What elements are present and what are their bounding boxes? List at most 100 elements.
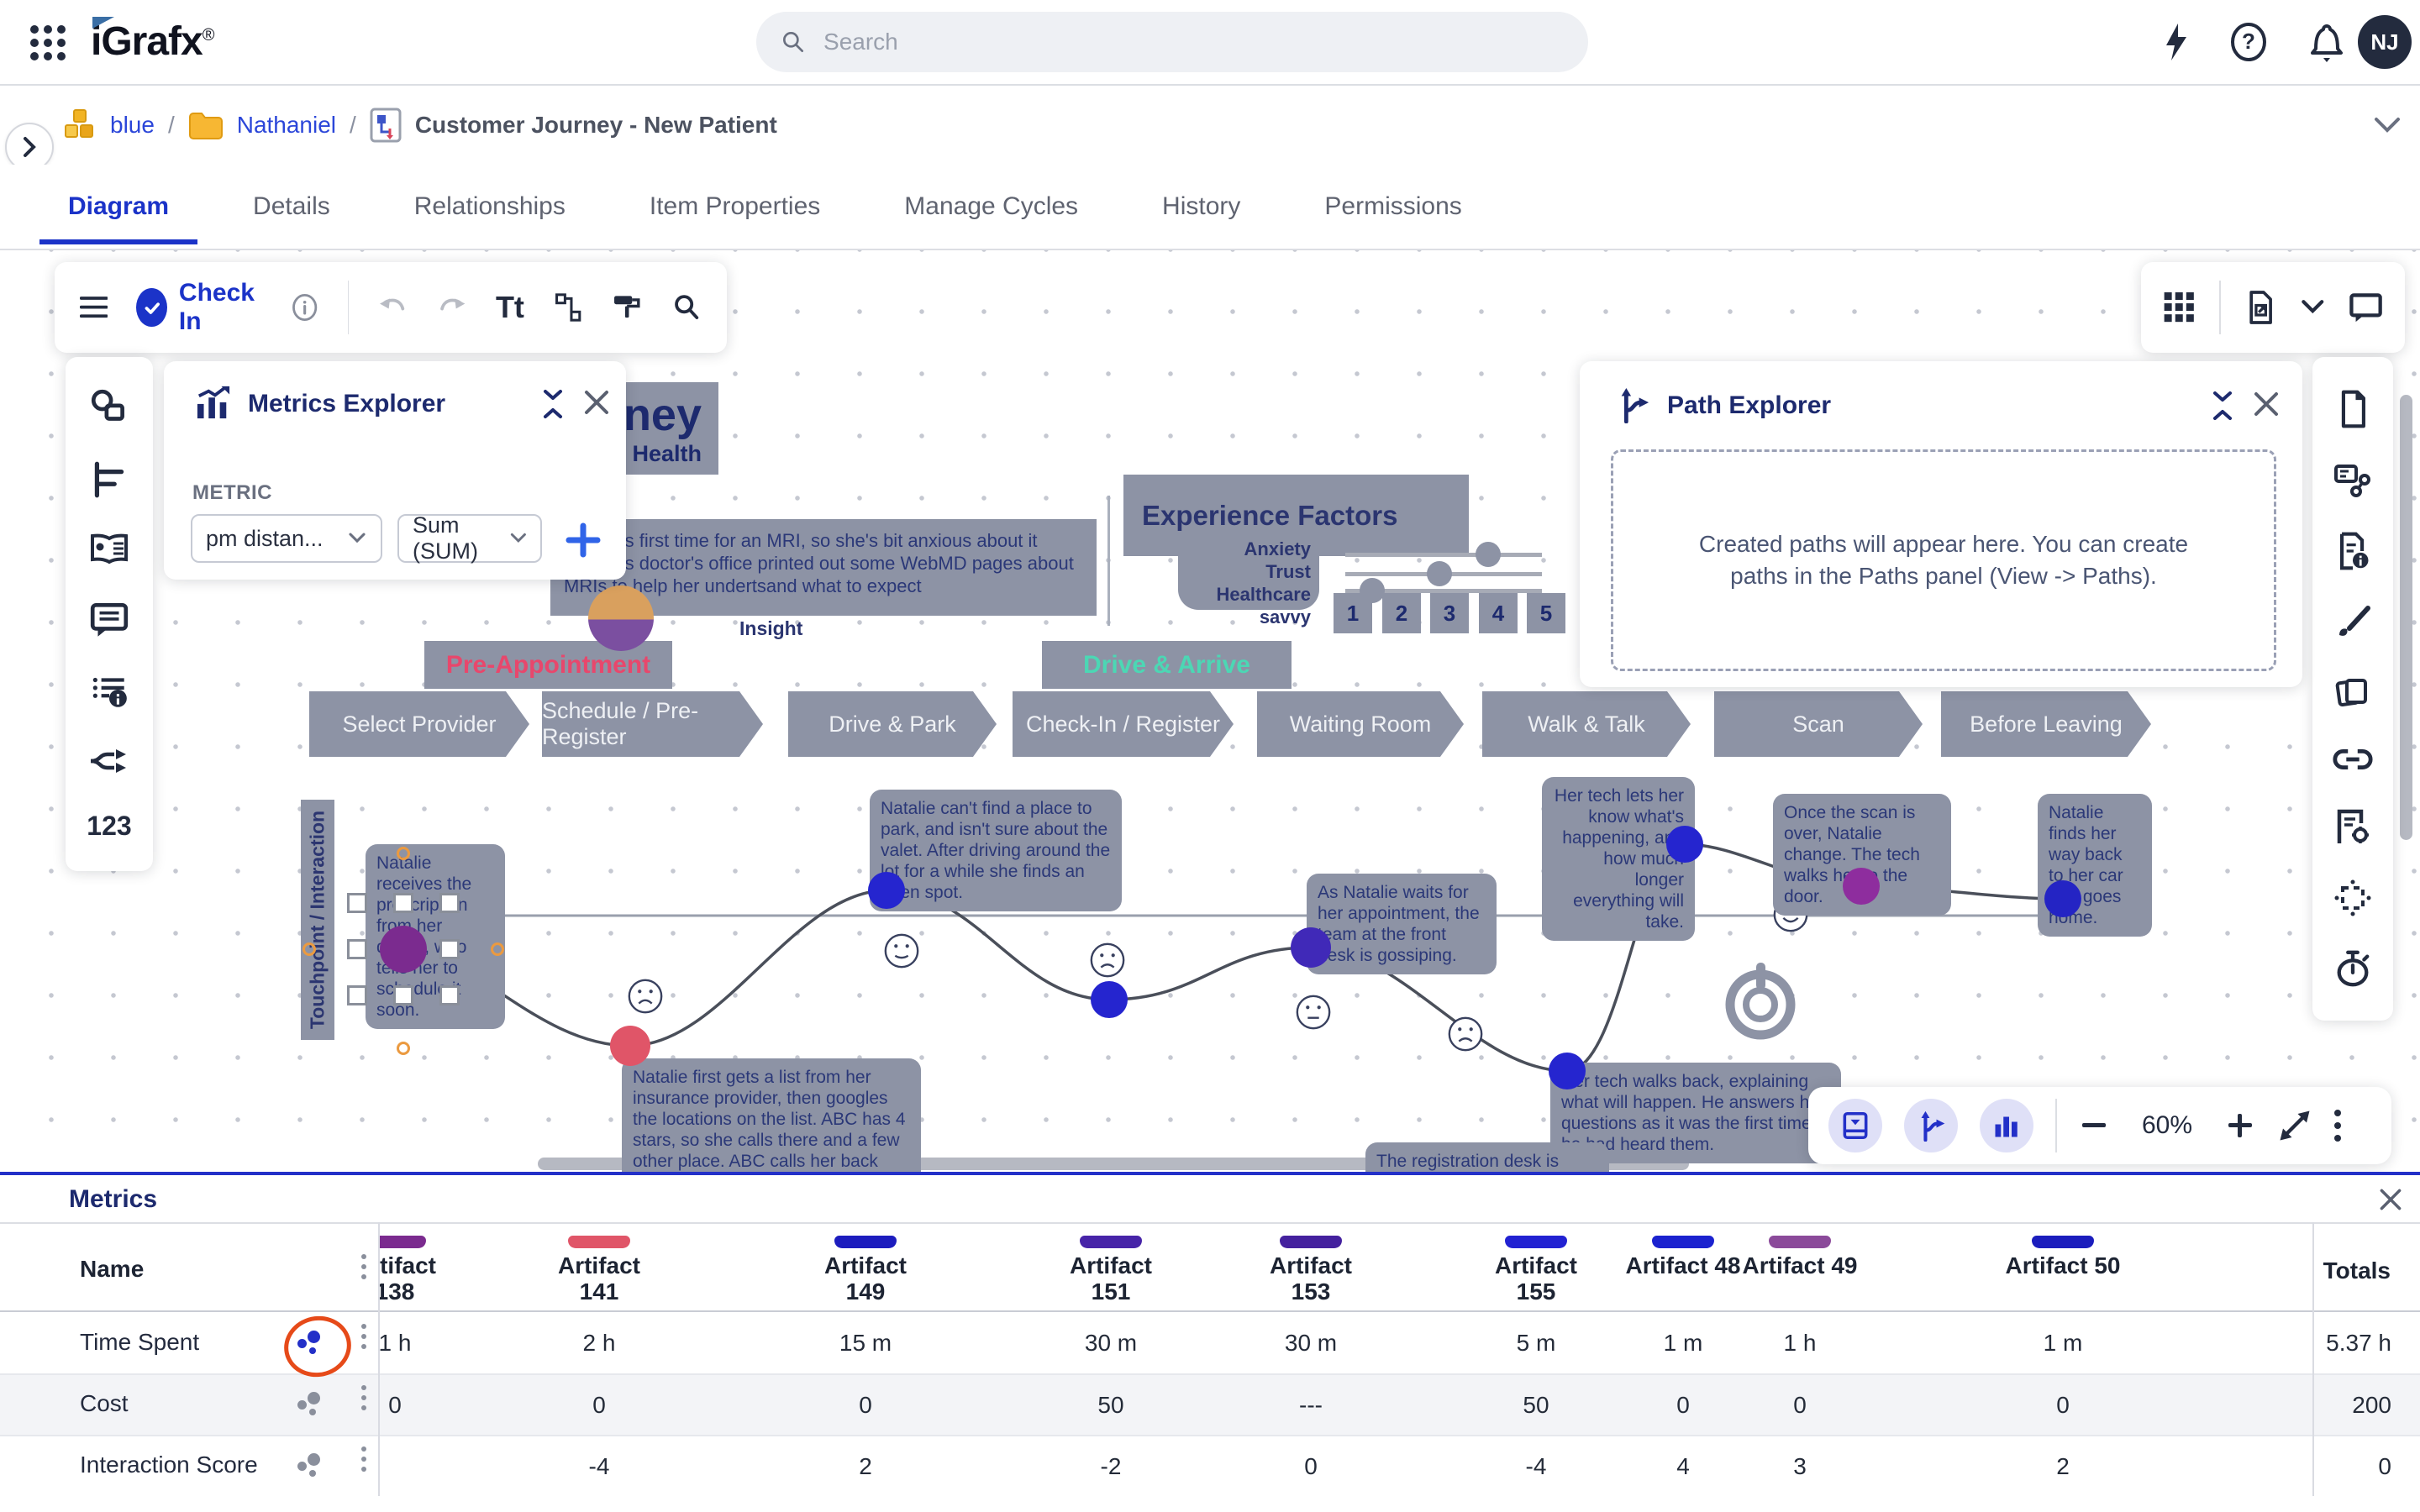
link-icon[interactable]	[2332, 743, 2374, 776]
annotation[interactable]: As Natalie waits for her appointment, th…	[1307, 874, 1497, 974]
file-info-icon[interactable]	[2333, 531, 2373, 571]
stage-before-leaving[interactable]: Before Leaving	[1941, 691, 2151, 757]
stage-drive-park[interactable]: Drive & Park	[788, 691, 997, 757]
connector-tool-icon[interactable]	[553, 287, 583, 328]
metric-map-icon[interactable]	[296, 1452, 324, 1480]
align-left-icon[interactable]	[88, 459, 130, 501]
column-header[interactable]: Artifact 155	[1494, 1252, 1577, 1305]
breadcrumb-project[interactable]: blue	[110, 112, 155, 138]
list-info-icon[interactable]	[88, 669, 130, 711]
fit-to-screen-icon[interactable]	[2277, 1108, 2312, 1143]
avatar[interactable]: NJ	[2358, 15, 2412, 69]
format-painter-icon[interactable]	[612, 287, 642, 328]
brush-icon[interactable]	[2333, 601, 2373, 642]
close-icon[interactable]	[2252, 390, 2281, 418]
connector-anchor[interactable]	[397, 847, 410, 860]
metric-name[interactable]: Interaction Score	[80, 1452, 258, 1478]
info-icon[interactable]	[291, 289, 318, 326]
metric-map-icon[interactable]	[296, 1329, 324, 1357]
selection-handle[interactable]	[347, 939, 367, 959]
column-header[interactable]: Artifact 149	[823, 1252, 907, 1305]
journey-point[interactable]	[1091, 981, 1128, 1018]
selection-handle[interactable]	[347, 893, 367, 913]
annotation[interactable]: Natalie can't find a place to park, and …	[870, 790, 1122, 911]
breadcrumb-folder[interactable]: Nathaniel	[236, 112, 337, 138]
collapse-panel-icon[interactable]	[539, 388, 567, 420]
slider-knob-anxiety[interactable]	[1476, 542, 1501, 567]
chevron-down-icon[interactable]	[2301, 298, 2325, 317]
grid-view-icon[interactable]	[2163, 289, 2196, 326]
selection-handle[interactable]	[393, 893, 413, 913]
stage-walk-talk[interactable]: Walk & Talk	[1482, 691, 1691, 757]
storyboard-icon[interactable]	[87, 530, 131, 570]
phase-drive-arrive[interactable]: Drive & Arrive	[1042, 641, 1292, 689]
column-header[interactable]: Artifact 151	[1069, 1252, 1152, 1305]
search-diagram-icon[interactable]	[671, 287, 702, 328]
row-menu-icon[interactable]	[361, 1324, 366, 1349]
igrafx-logo[interactable]: iGrafx®	[91, 17, 214, 65]
connector-anchor[interactable]	[397, 1042, 410, 1055]
tab-diagram[interactable]: Diagram	[39, 169, 198, 244]
selection-handle[interactable]	[393, 985, 413, 1005]
selection-handle[interactable]	[347, 985, 367, 1005]
metric-dropdown[interactable]: pm distan...	[191, 514, 382, 563]
persona-note[interactable]: Natalie's first time for an MRI, so she'…	[550, 519, 1097, 616]
comment-tool-icon[interactable]	[88, 600, 130, 640]
check-in-button[interactable]: Check In	[136, 279, 262, 336]
journey-point-selected[interactable]	[380, 926, 427, 973]
selection-handle[interactable]	[439, 985, 460, 1005]
tab-history[interactable]: History	[1162, 192, 1241, 220]
add-metric-icon[interactable]	[566, 522, 601, 558]
name-header-menu-icon[interactable]	[361, 1254, 366, 1279]
power-touchpoint-icon[interactable]	[1720, 961, 1801, 1042]
journey-point[interactable]	[1843, 868, 1880, 905]
file-icon[interactable]	[2333, 389, 2372, 429]
paths-tool-icon[interactable]	[87, 741, 131, 781]
annotation[interactable]: Natalie finds her way back to her car an…	[2038, 794, 2152, 937]
help-icon[interactable]: ?	[2228, 22, 2269, 62]
tab-details[interactable]: Details	[253, 192, 330, 220]
stage-waiting-room[interactable]: Waiting Room	[1257, 691, 1464, 757]
tab-item-properties[interactable]: Item Properties	[649, 192, 821, 220]
slider-healthcare[interactable]	[1345, 589, 1542, 593]
vertical-scrollbar[interactable]	[2400, 395, 2412, 840]
annotation[interactable]: Natalie first gets a list from her insur…	[622, 1058, 921, 1172]
journey-point[interactable]	[868, 872, 905, 909]
notifications-icon[interactable]	[2306, 20, 2348, 64]
column-header[interactable]: Artifact 50	[2005, 1252, 2121, 1278]
app-grid-icon[interactable]	[29, 24, 67, 62]
quick-actions-icon[interactable]	[2156, 22, 2196, 62]
journey-point[interactable]	[2044, 880, 2081, 917]
text-tool[interactable]: Tt	[495, 290, 524, 324]
zoom-in-icon[interactable]	[2225, 1110, 2255, 1141]
undo-icon[interactable]	[377, 289, 408, 326]
journey-point[interactable]	[1549, 1053, 1586, 1089]
stage-scan[interactable]: Scan	[1714, 691, 1923, 757]
column-header[interactable]: Artifact 48	[1625, 1252, 1741, 1278]
journey-view-button[interactable]	[1828, 1099, 1882, 1152]
metric-map-icon[interactable]	[296, 1390, 324, 1419]
slider-knob-trust[interactable]	[1427, 561, 1452, 586]
search-input[interactable]	[822, 28, 1565, 56]
connector-anchor[interactable]	[302, 942, 316, 956]
journey-point[interactable]	[1666, 826, 1703, 863]
metrics-view-button[interactable]	[1980, 1099, 2033, 1152]
zoom-level[interactable]: 60%	[2141, 1111, 2193, 1139]
tab-permissions[interactable]: Permissions	[1324, 192, 1462, 220]
connector-anchor[interactable]	[491, 942, 504, 956]
row-menu-icon[interactable]	[361, 1385, 366, 1410]
comment-icon[interactable]	[2349, 289, 2383, 326]
timer-icon[interactable]	[2333, 948, 2372, 989]
column-header[interactable]: Artifact 49	[1742, 1252, 1858, 1278]
annotation[interactable]: Her tech lets her know what's happening,…	[1542, 777, 1695, 941]
persona-avatar[interactable]	[588, 585, 654, 651]
shapes-icon[interactable]	[88, 387, 130, 429]
selection-handle[interactable]	[439, 939, 460, 959]
tab-manage-cycles[interactable]: Manage Cycles	[904, 192, 1079, 220]
annotation[interactable]: The registration desk is nice, and tells…	[1365, 1142, 1609, 1172]
close-icon[interactable]	[582, 388, 611, 417]
paths-view-button[interactable]	[1904, 1099, 1958, 1152]
diagram-properties-icon[interactable]	[2333, 459, 2373, 500]
close-metrics-icon[interactable]	[2378, 1187, 2403, 1212]
zoom-out-icon[interactable]	[2079, 1110, 2109, 1141]
